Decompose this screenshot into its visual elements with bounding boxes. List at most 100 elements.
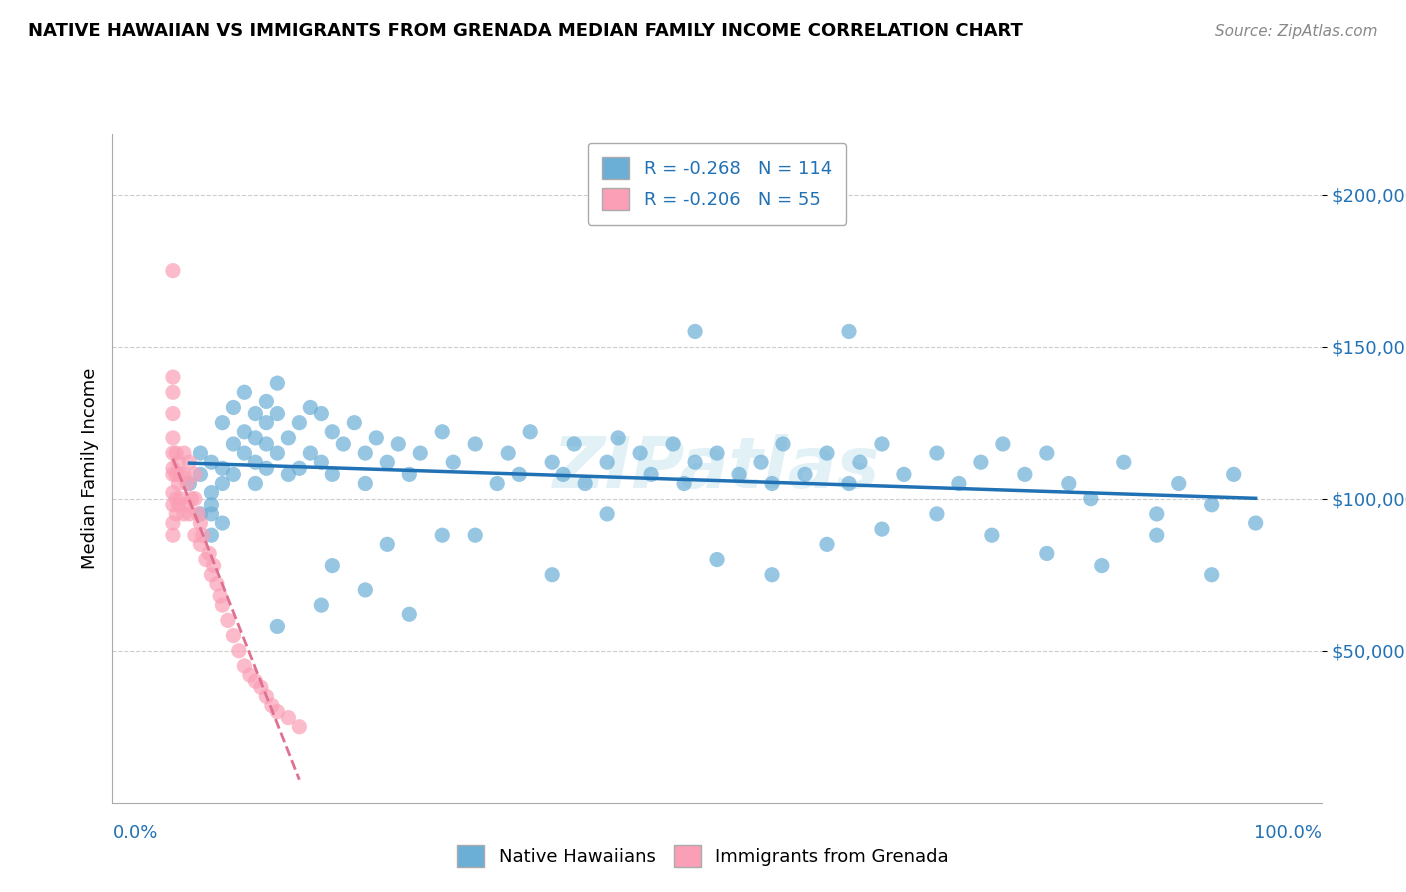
- Point: [870, 522, 893, 536]
- Point: [266, 619, 288, 633]
- Point: [184, 467, 207, 482]
- Point: [893, 467, 915, 482]
- Point: [1146, 507, 1168, 521]
- Point: [173, 507, 195, 521]
- Point: [628, 446, 651, 460]
- Point: [167, 476, 190, 491]
- Point: [288, 720, 311, 734]
- Point: [222, 467, 245, 482]
- Point: [508, 467, 530, 482]
- Point: [683, 325, 706, 339]
- Point: [169, 467, 191, 482]
- Point: [749, 455, 772, 469]
- Point: [176, 498, 198, 512]
- Point: [794, 467, 817, 482]
- Point: [228, 644, 250, 658]
- Point: [250, 680, 273, 694]
- Point: [288, 461, 311, 475]
- Point: [184, 528, 207, 542]
- Point: [245, 476, 267, 491]
- Point: [354, 446, 377, 460]
- Point: [541, 455, 564, 469]
- Point: [706, 552, 728, 566]
- Point: [815, 537, 838, 551]
- Point: [838, 476, 860, 491]
- Point: [162, 516, 184, 530]
- Point: [1222, 467, 1244, 482]
- Point: [233, 446, 256, 460]
- Point: [202, 558, 225, 573]
- Point: [640, 467, 662, 482]
- Point: [398, 607, 420, 622]
- Point: [970, 455, 993, 469]
- Point: [409, 446, 432, 460]
- Y-axis label: Median Family Income: Median Family Income: [80, 368, 98, 569]
- Point: [222, 628, 245, 642]
- Point: [311, 455, 333, 469]
- Point: [211, 476, 233, 491]
- Point: [211, 598, 233, 612]
- Point: [486, 476, 509, 491]
- Point: [1080, 491, 1102, 506]
- Point: [398, 467, 420, 482]
- Point: [1057, 476, 1080, 491]
- Point: [233, 425, 256, 439]
- Point: [245, 674, 267, 689]
- Point: [162, 467, 184, 482]
- Point: [254, 416, 277, 430]
- Point: [948, 476, 970, 491]
- Point: [1244, 516, 1267, 530]
- Text: 100.0%: 100.0%: [1254, 824, 1322, 842]
- Point: [190, 467, 212, 482]
- Point: [1014, 467, 1036, 482]
- Point: [200, 507, 222, 521]
- Point: [496, 446, 519, 460]
- Point: [1167, 476, 1189, 491]
- Text: Source: ZipAtlas.com: Source: ZipAtlas.com: [1215, 24, 1378, 38]
- Point: [980, 528, 1002, 542]
- Point: [217, 613, 239, 627]
- Point: [162, 385, 184, 400]
- Point: [173, 446, 195, 460]
- Point: [233, 659, 256, 673]
- Text: ZIPatlas: ZIPatlas: [554, 434, 880, 503]
- Point: [162, 446, 184, 460]
- Point: [254, 437, 277, 451]
- Text: 0.0%: 0.0%: [112, 824, 157, 842]
- Point: [432, 425, 454, 439]
- Point: [165, 446, 187, 460]
- Point: [354, 582, 377, 597]
- Point: [607, 431, 630, 445]
- Legend: Native Hawaiians, Immigrants from Grenada: Native Hawaiians, Immigrants from Grenad…: [450, 838, 956, 874]
- Point: [179, 507, 201, 521]
- Point: [165, 491, 187, 506]
- Point: [162, 407, 184, 421]
- Point: [1036, 546, 1059, 560]
- Point: [162, 263, 184, 277]
- Point: [574, 476, 596, 491]
- Point: [1146, 528, 1168, 542]
- Point: [167, 498, 190, 512]
- Point: [190, 446, 212, 460]
- Point: [321, 467, 343, 482]
- Point: [683, 455, 706, 469]
- Point: [162, 528, 184, 542]
- Point: [277, 711, 299, 725]
- Point: [179, 476, 201, 491]
- Point: [254, 461, 277, 475]
- Point: [162, 498, 184, 512]
- Point: [200, 528, 222, 542]
- Point: [254, 690, 277, 704]
- Point: [180, 491, 202, 506]
- Point: [222, 401, 245, 415]
- Point: [191, 528, 214, 542]
- Point: [343, 416, 366, 430]
- Point: [200, 455, 222, 469]
- Point: [190, 507, 212, 521]
- Point: [1091, 558, 1114, 573]
- Point: [441, 455, 464, 469]
- Point: [1201, 498, 1223, 512]
- Point: [184, 491, 207, 506]
- Point: [233, 385, 256, 400]
- Point: [211, 516, 233, 530]
